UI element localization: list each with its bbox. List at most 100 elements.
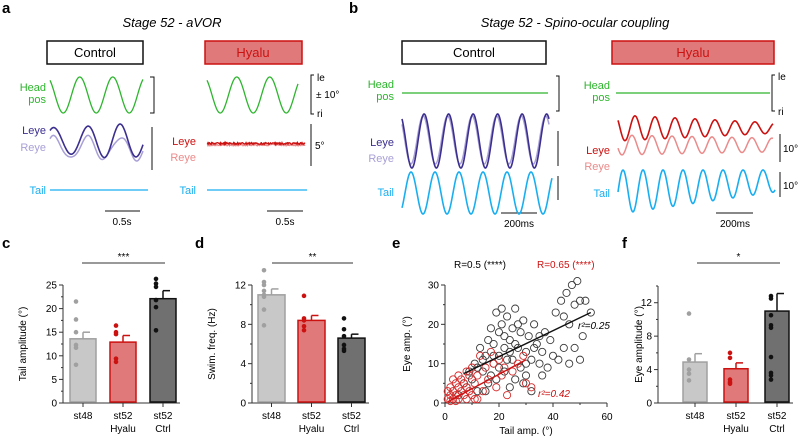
scatter-point-hyalu bbox=[462, 367, 471, 376]
scatter-point-control bbox=[548, 351, 558, 360]
scatter-point-hyalu bbox=[470, 395, 479, 404]
scatter-point-control bbox=[565, 359, 574, 368]
y-tick-label: 4 bbox=[646, 365, 652, 376]
data-point bbox=[73, 317, 79, 322]
scatter-point-control bbox=[508, 355, 517, 364]
x-tick-label: Ctrl bbox=[769, 424, 785, 435]
scatter-point-control bbox=[519, 379, 528, 388]
bar bbox=[297, 319, 326, 403]
y-tick-label: 30 bbox=[428, 281, 440, 292]
hyalu-box bbox=[204, 40, 303, 65]
bar bbox=[149, 297, 177, 403]
reye-hyalu-label-b: Reye bbox=[584, 161, 610, 173]
panel-b-title: Stage 52 - Spino-ocular coupling bbox=[481, 15, 670, 30]
data-point bbox=[153, 297, 159, 303]
panel-label-a: a bbox=[2, 0, 11, 17]
scatter-point-control bbox=[562, 288, 571, 297]
scatter-point-hyalu bbox=[443, 387, 452, 396]
bar bbox=[764, 310, 790, 403]
x-tick-label: st48 bbox=[262, 411, 281, 422]
scatter-point-control bbox=[530, 343, 539, 352]
scatter-point-control bbox=[586, 308, 595, 317]
scatter-point-control bbox=[521, 371, 531, 380]
data-point bbox=[153, 281, 159, 286]
bar bbox=[682, 361, 708, 403]
tail-trace-b-control bbox=[401, 171, 553, 215]
x-tick-label: Hyalu bbox=[110, 424, 136, 435]
x-tick-label: Ctrl bbox=[155, 424, 171, 435]
head-label-1: Head bbox=[20, 82, 46, 94]
head-scale-bracket-right bbox=[310, 74, 314, 115]
data-point bbox=[73, 329, 79, 335]
scatter-point-control bbox=[578, 332, 587, 341]
scatter-point-control bbox=[492, 308, 501, 317]
y-axis-label: Tail amplitude (°) bbox=[18, 307, 29, 382]
y-tick-label: 4 bbox=[240, 359, 246, 370]
scatter-point-hyalu bbox=[486, 347, 495, 356]
y-tick-label: 0 bbox=[240, 399, 246, 410]
data-point bbox=[261, 294, 267, 300]
panel-a: a Stage 52 - aVOR Control Hyalu Head pos… bbox=[2, 0, 339, 228]
scatter-point-hyalu bbox=[473, 371, 482, 380]
bar bbox=[257, 294, 286, 403]
r2-label-control: r²=0.25 bbox=[578, 321, 610, 332]
data-point bbox=[686, 357, 692, 362]
data-point bbox=[768, 296, 774, 301]
leye-trace-b-control bbox=[401, 113, 550, 169]
x-tick-label: 40 bbox=[547, 412, 559, 423]
head-label-b3: Head bbox=[584, 80, 610, 92]
head-label-b4: pos bbox=[592, 92, 610, 104]
tail-trace-b-hyalu bbox=[617, 169, 776, 213]
bar bbox=[109, 341, 137, 403]
bar bbox=[337, 337, 366, 403]
scatter-point-control bbox=[551, 308, 560, 317]
scatter-point-control bbox=[508, 324, 517, 333]
panel-label-b: b bbox=[349, 0, 358, 17]
y-tick-label: 20 bbox=[46, 304, 58, 315]
scatter-point-control bbox=[484, 336, 493, 345]
bar bbox=[723, 367, 749, 403]
scatter-point-hyalu bbox=[513, 359, 522, 368]
scatter-point-control bbox=[511, 304, 520, 313]
y-tick-label: 0 bbox=[433, 399, 439, 410]
reye-label: Reye bbox=[20, 142, 46, 154]
charts: c 0 5 10 15 20 25 Tail amplitude (°) st48 st52 Hya… bbox=[2, 235, 793, 437]
r2-label-hyalu: r²=0.42 bbox=[538, 389, 570, 400]
reye-label-b: Reye bbox=[368, 153, 394, 165]
scatter-point-control bbox=[567, 280, 576, 290]
data-point bbox=[113, 359, 119, 365]
y-tick-label: 25 bbox=[46, 281, 58, 292]
scatter-point-control bbox=[473, 363, 482, 372]
scatter-point-control bbox=[575, 355, 585, 364]
reye-trace-control bbox=[49, 134, 144, 162]
scatter-point-hyalu bbox=[454, 371, 463, 380]
x-tick-label: st52 bbox=[768, 411, 787, 422]
y-tick-label: 12 bbox=[235, 281, 247, 292]
data-point bbox=[686, 378, 692, 383]
data-point bbox=[686, 367, 692, 372]
hyalu-box-b bbox=[611, 40, 775, 65]
scatter-point-control bbox=[527, 355, 536, 364]
y-tick-label: 8 bbox=[646, 332, 652, 343]
x-tick-label: st52 bbox=[727, 411, 746, 422]
x-tick-label: 0 bbox=[442, 412, 448, 423]
time-scale-label: 0.5s bbox=[113, 217, 132, 228]
scatter-point-control bbox=[573, 277, 582, 286]
scatter-point-control bbox=[524, 332, 533, 341]
scatter-point-control bbox=[546, 336, 555, 345]
scatter-point-hyalu bbox=[462, 395, 471, 404]
scatter-point-hyalu bbox=[492, 383, 501, 392]
scale-le-b: le bbox=[778, 72, 786, 83]
scatter-point-control bbox=[543, 363, 552, 372]
fit-line-control bbox=[463, 311, 592, 375]
scatter-point-hyalu bbox=[484, 375, 493, 384]
y-tick-label: 12 bbox=[641, 298, 653, 309]
data-point bbox=[261, 323, 267, 328]
scatter-point-control bbox=[516, 328, 525, 337]
scatter-point-control bbox=[500, 343, 509, 352]
x-tick-label: 60 bbox=[601, 412, 613, 423]
scatter-point-control bbox=[575, 296, 585, 305]
data-point bbox=[73, 362, 79, 368]
traces bbox=[49, 76, 776, 215]
panel-label-d: d bbox=[195, 235, 204, 252]
